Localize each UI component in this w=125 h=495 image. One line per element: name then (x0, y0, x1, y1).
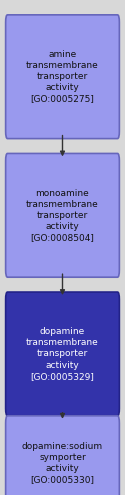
FancyBboxPatch shape (6, 292, 119, 416)
Text: dopamine:sodium
symporter
activity
[GO:0005330]: dopamine:sodium symporter activity [GO:0… (22, 442, 103, 484)
FancyBboxPatch shape (6, 15, 119, 139)
Text: monoamine
transmembrane
transporter
activity
[GO:0008504]: monoamine transmembrane transporter acti… (26, 189, 99, 242)
Text: dopamine
transmembrane
transporter
activity
[GO:0005329]: dopamine transmembrane transporter activ… (26, 327, 99, 381)
FancyBboxPatch shape (6, 416, 119, 495)
FancyBboxPatch shape (6, 153, 119, 277)
Text: amine
transmembrane
transporter
activity
[GO:0005275]: amine transmembrane transporter activity… (26, 50, 99, 103)
